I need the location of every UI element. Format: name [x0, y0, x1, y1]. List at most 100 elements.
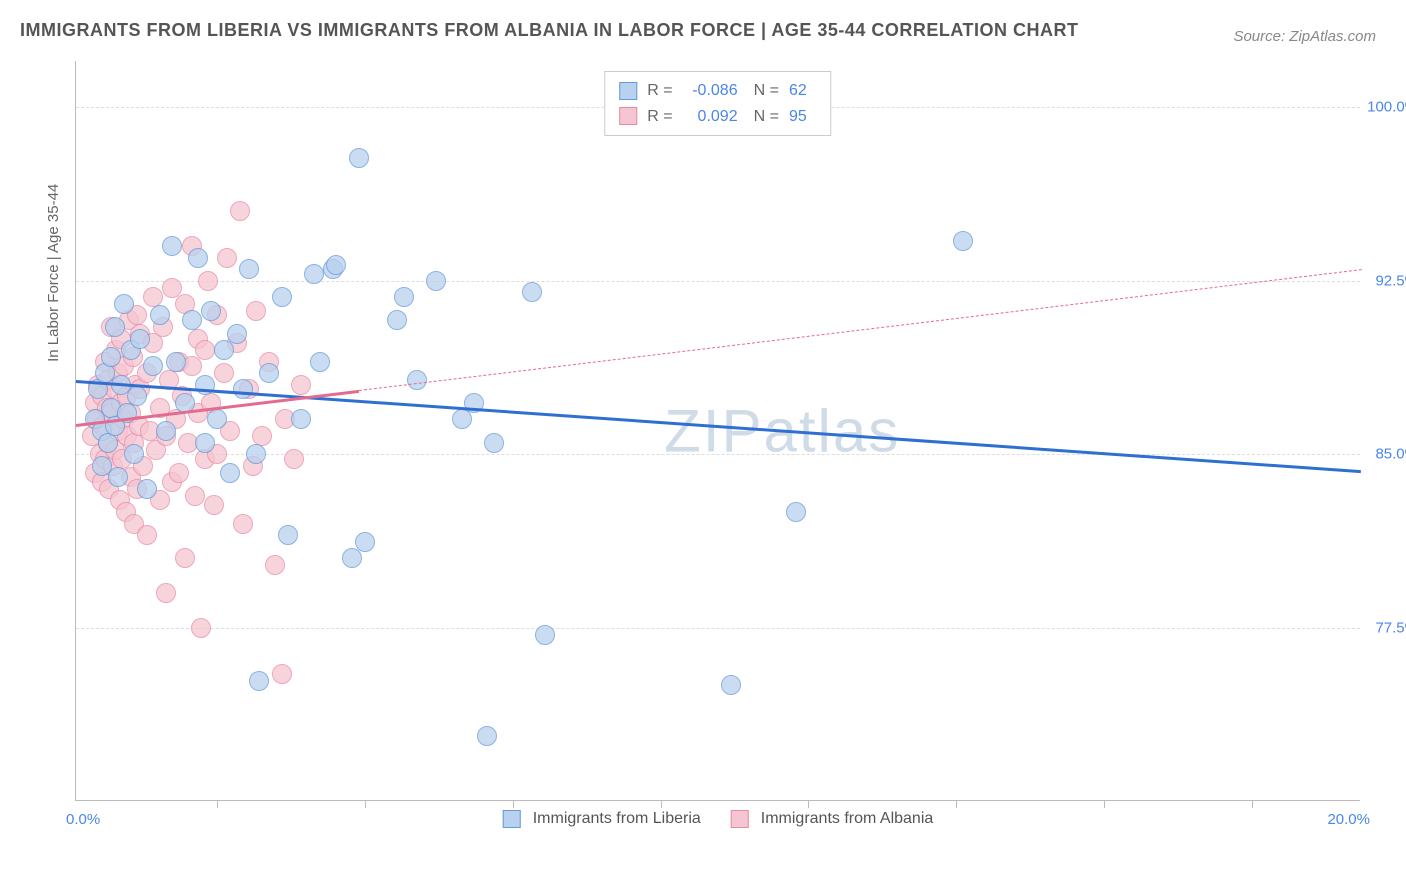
chart-container: In Labor Force | Age 35-44 ZIPatlas R =-… — [20, 51, 1380, 841]
scatter-point — [105, 317, 125, 337]
scatter-point — [272, 664, 292, 684]
x-tick — [217, 800, 218, 808]
scatter-point — [477, 726, 497, 746]
scatter-point — [484, 433, 504, 453]
scatter-point — [452, 409, 472, 429]
scatter-point — [394, 287, 414, 307]
legend-row: R =-0.086N =62 — [619, 78, 816, 104]
scatter-point — [124, 444, 144, 464]
scatter-point — [166, 352, 186, 372]
gridline — [76, 281, 1360, 282]
scatter-point — [204, 495, 224, 515]
scatter-point — [259, 363, 279, 383]
scatter-point — [137, 479, 157, 499]
scatter-point — [108, 467, 128, 487]
scatter-point — [272, 287, 292, 307]
gridline — [76, 628, 1360, 629]
x-tick — [513, 800, 514, 808]
correlation-legend: R =-0.086N =62R =0.092N =95 — [604, 71, 831, 136]
legend-series-label: Immigrants from Albania — [761, 810, 934, 828]
scatter-point — [326, 255, 346, 275]
scatter-point — [195, 433, 215, 453]
scatter-point — [407, 370, 427, 390]
legend-n-label: N = — [754, 104, 779, 130]
trendline — [76, 380, 1361, 473]
scatter-point — [233, 379, 253, 399]
scatter-point — [265, 555, 285, 575]
scatter-point — [535, 625, 555, 645]
y-tick-label: 100.0% — [1363, 99, 1406, 116]
x-tick — [808, 800, 809, 808]
scatter-point — [156, 583, 176, 603]
scatter-point — [214, 340, 234, 360]
scatter-point — [786, 502, 806, 522]
scatter-point — [198, 271, 218, 291]
series-legend: Immigrants from Liberia Immigrants from A… — [503, 810, 934, 828]
scatter-point — [230, 201, 250, 221]
scatter-point — [175, 548, 195, 568]
scatter-point — [214, 363, 234, 383]
legend-item: Immigrants from Liberia — [503, 810, 701, 828]
legend-n-value: 95 — [789, 104, 807, 130]
plot-area: ZIPatlas R =-0.086N =62R =0.092N =95 0.0… — [75, 61, 1360, 801]
legend-n-label: N = — [754, 78, 779, 104]
scatter-point — [291, 375, 311, 395]
chart-title: IMMIGRANTS FROM LIBERIA VS IMMIGRANTS FR… — [20, 20, 1386, 41]
scatter-point — [169, 463, 189, 483]
scatter-point — [150, 305, 170, 325]
scatter-point — [291, 409, 311, 429]
legend-row: R =0.092N =95 — [619, 104, 816, 130]
legend-r-label: R = — [647, 78, 672, 104]
scatter-point — [310, 352, 330, 372]
scatter-point — [143, 356, 163, 376]
scatter-point — [191, 618, 211, 638]
scatter-point — [188, 248, 208, 268]
scatter-point — [217, 248, 237, 268]
scatter-point — [387, 310, 407, 330]
legend-swatch-icon — [731, 810, 749, 828]
legend-swatch-icon — [619, 107, 637, 125]
x-tick — [1104, 800, 1105, 808]
scatter-point — [342, 548, 362, 568]
scatter-point — [195, 340, 215, 360]
scatter-point — [252, 426, 272, 446]
x-tick — [661, 800, 662, 808]
scatter-point — [522, 282, 542, 302]
legend-series-label: Immigrants from Liberia — [533, 810, 701, 828]
scatter-point — [101, 347, 121, 367]
scatter-point — [227, 324, 247, 344]
scatter-point — [349, 148, 369, 168]
scatter-point — [249, 671, 269, 691]
scatter-point — [182, 310, 202, 330]
legend-swatch-icon — [619, 82, 637, 100]
scatter-point — [201, 301, 221, 321]
scatter-point — [284, 449, 304, 469]
x-axis-min-label: 0.0% — [66, 811, 100, 828]
scatter-point — [721, 675, 741, 695]
scatter-point — [127, 386, 147, 406]
gridline — [76, 454, 1360, 455]
scatter-point — [114, 294, 134, 314]
scatter-point — [239, 259, 259, 279]
scatter-point — [137, 525, 157, 545]
scatter-point — [953, 231, 973, 251]
y-tick-label: 92.5% — [1363, 272, 1406, 289]
x-tick — [956, 800, 957, 808]
scatter-point — [246, 444, 266, 464]
scatter-point — [304, 264, 324, 284]
x-tick — [1252, 800, 1253, 808]
y-tick-label: 77.5% — [1363, 619, 1406, 636]
scatter-point — [185, 486, 205, 506]
scatter-point — [162, 236, 182, 256]
scatter-point — [220, 463, 240, 483]
x-axis-max-label: 20.0% — [1327, 811, 1370, 828]
legend-r-label: R = — [647, 104, 672, 130]
source-attribution: Source: ZipAtlas.com — [1233, 28, 1376, 45]
x-tick — [365, 800, 366, 808]
trendline — [359, 269, 1361, 391]
y-tick-label: 85.0% — [1363, 446, 1406, 463]
legend-n-value: 62 — [789, 78, 807, 104]
legend-swatch-icon — [503, 810, 521, 828]
legend-item: Immigrants from Albania — [731, 810, 934, 828]
scatter-point — [355, 532, 375, 552]
